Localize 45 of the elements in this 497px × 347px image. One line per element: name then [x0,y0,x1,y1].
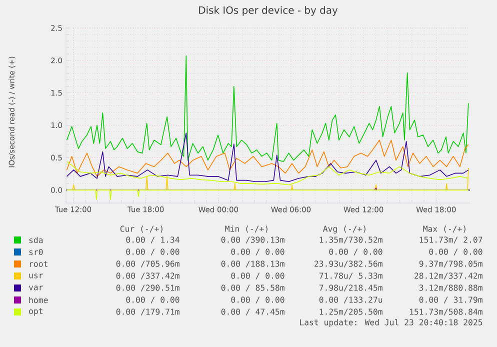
text: 7.98u/218.45m [319,284,382,292]
line-series [66,161,469,186]
text: 0.00 / 0.00 [126,248,180,256]
text: 151.73m/508.84m [410,308,482,316]
legend-label: home [29,296,48,304]
text: 1.25m/205.50m [320,308,382,316]
text: 71.78u/ 5.33m [319,272,382,280]
text: Last update: Wed Jul 23 20:40:18 2025 [300,319,482,327]
text: 3.12m/880.88m [419,284,482,292]
chart-title: Disk IOs per device - by day [199,6,338,16]
text: 0.00 / 0.00 [231,248,284,256]
text: 0.00 /133.27u [319,296,382,304]
line-series [66,140,469,177]
text: 23.93u/382.56m [314,260,382,268]
text: 0.00 / 85.58m [221,284,284,292]
text: 0.00 /390.13m [221,236,284,244]
text: 151.73m/ 2.07 [420,236,482,244]
text: 0.00 /290.51m [116,284,180,292]
text: 0.00 / 47.45m [221,308,284,316]
text: Cur (-/+) [120,226,162,233]
text: 0.00 / 0.00 [231,272,284,280]
text: 0.00 / 1.34 [126,236,180,244]
text: 0.00 /705.96m [116,260,180,268]
text: Max (-/+) [423,226,466,233]
text: 0.00 / 31.79m [419,296,482,304]
text: 0.00 /179.71m [116,308,180,316]
legend-label: var [28,286,43,290]
legend-label: sr0 [29,248,43,256]
text: 9.37m/798.05m [419,260,482,268]
text: 0.00 / 0.00 [329,248,382,256]
text: 28.12m/337.42m [414,272,482,280]
legend-label: usr [29,274,43,278]
text: 1.35m/730.52m [320,236,382,244]
text: 0.00 /337.42m [116,272,180,280]
legend-label: sda [29,236,43,244]
text: 0.00 / 0.00 [126,296,180,304]
text: 0.00 / 0.00 [429,248,482,256]
line-series [66,132,469,182]
line-series [66,55,469,162]
legend-label: opt [29,308,42,316]
legend-label: root [30,261,48,267]
text: Avg (-/+) [323,226,366,234]
text: Min (-/+) [225,226,268,233]
text: 0.00 /188.13m [221,260,284,268]
text: 0.00 / 0.00 [231,296,284,304]
